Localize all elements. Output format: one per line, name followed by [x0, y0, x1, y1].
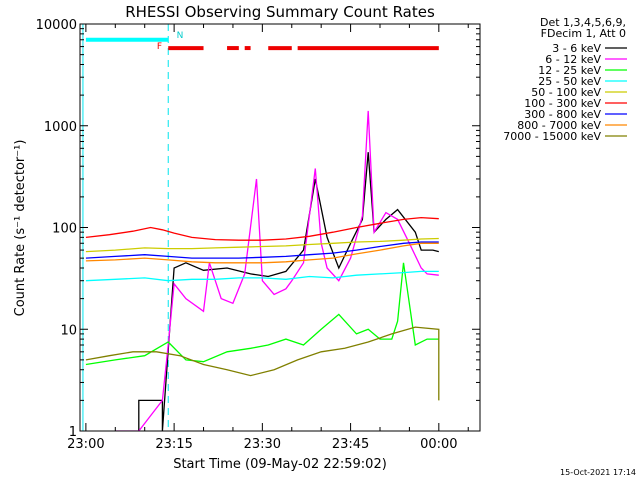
legend-label-6: 300 - 800 keV: [524, 108, 601, 121]
state-letter-0: F: [157, 42, 162, 52]
x-tick-label-4: 00:00: [420, 437, 457, 452]
y-tick-label-3: 1000: [44, 120, 77, 135]
x-axis: 23:00 23:15 23:30 23:45 00:00: [67, 24, 469, 452]
series-line-6: [85, 241, 439, 259]
legend-label-8: 7000 - 15000 keV: [503, 130, 601, 143]
x-tick-label-0: 23:00: [67, 437, 104, 452]
legend-label-7: 800 - 7000 keV: [517, 119, 601, 132]
series-line-3: [85, 270, 439, 282]
legend-header-1: FDecim 1, Att 0: [541, 27, 626, 40]
y-tick-label-0: 1: [69, 425, 77, 440]
y-tick-label-4: 10000: [36, 18, 77, 33]
y-axis: 1 10 100 1000 10000: [36, 18, 480, 440]
plot-frame: [79, 23, 481, 432]
legend-label-2: 12 - 25 keV: [538, 64, 601, 77]
legend-header-0: Det 1,3,4,5,6,9,: [540, 16, 626, 29]
legend-label-3: 25 - 50 keV: [538, 75, 601, 88]
legend-label-1: 6 - 12 keV: [545, 53, 601, 66]
series-line-2: [85, 262, 439, 366]
x-axis-label: Start Time (09-May-02 22:59:02): [173, 457, 387, 472]
legend-label-5: 100 - 300 keV: [524, 97, 601, 110]
x-tick-label-1: 23:15: [155, 437, 192, 452]
series-line-1: [115, 110, 439, 431]
series-line-4: [85, 237, 439, 253]
legend-label-0: 3 - 6 keV: [552, 42, 601, 55]
legend-label-4: 50 - 100 keV: [531, 86, 601, 99]
series-line-8: [85, 326, 440, 401]
series-line-0: [138, 152, 439, 431]
y-tick-label-2: 100: [52, 222, 77, 237]
series-line-5: [85, 216, 439, 241]
state-letter-1: N: [177, 31, 184, 41]
state-bars: FN: [85, 31, 439, 52]
series-lines: [85, 110, 440, 431]
legend: Det 1,3,4,5,6,9,FDecim 1, Att 0 3 - 6 keV…: [503, 16, 627, 143]
series-line-7: [85, 242, 439, 264]
y-tick-label-1: 10: [60, 323, 77, 338]
chart-title: RHESSI Observing Summary Count Rates: [125, 3, 435, 21]
x-tick-label-2: 23:30: [244, 437, 281, 452]
y-axis-label: Count Rate (s⁻¹ detector⁻¹): [13, 140, 28, 317]
timestamp: 15-Oct-2021 17:14: [560, 468, 636, 477]
x-tick-label-3: 23:45: [332, 437, 369, 452]
